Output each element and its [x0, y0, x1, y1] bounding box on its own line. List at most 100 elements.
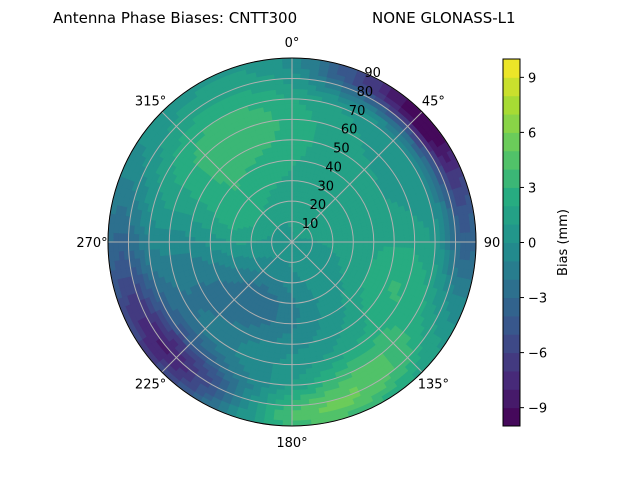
contour-cell	[455, 232, 461, 243]
contour-cell	[283, 93, 293, 100]
contour-cell	[424, 234, 431, 243]
contour-cell	[108, 232, 114, 243]
contour-cell	[439, 225, 446, 235]
contour-cell	[295, 323, 302, 330]
contour-cell	[291, 154, 297, 161]
contour-cell	[179, 247, 186, 255]
contour-cell	[277, 373, 286, 381]
contour-cell	[286, 338, 293, 345]
contour-cell	[169, 235, 175, 243]
contour-cell	[283, 384, 293, 391]
contour-cell	[169, 241, 175, 249]
contour-cell	[291, 415, 302, 422]
contour-cell	[465, 232, 472, 243]
contour-cell	[281, 333, 288, 340]
contour-cell	[133, 249, 140, 259]
contour-cell	[133, 225, 140, 235]
colorbar-level	[503, 242, 520, 262]
contour-cell	[283, 394, 293, 401]
contour-cell	[282, 58, 293, 64]
contour-cell	[465, 241, 472, 252]
contour-cell	[174, 235, 181, 243]
colorbar-level	[503, 352, 520, 372]
contour-cell	[281, 144, 288, 151]
contour-cell	[291, 420, 302, 426]
radial-tick-label: 10	[302, 217, 319, 232]
contour-cell	[194, 241, 201, 248]
contour-cell	[284, 369, 293, 376]
contour-cell	[455, 241, 461, 252]
contour-cell	[279, 348, 287, 355]
contour-cell	[299, 83, 309, 90]
colorbar: −9 −6 −3 0 3 6 9	[502, 58, 547, 427]
contour-cell	[123, 232, 129, 243]
contour-cell	[209, 237, 216, 243]
contour-cell	[282, 420, 293, 426]
contour-cell	[282, 154, 289, 161]
contour-cell	[295, 307, 300, 314]
contour-cell	[298, 373, 307, 381]
contour-cell	[285, 119, 293, 125]
angular-tick-label: 0°	[285, 36, 300, 51]
colorbar-tick-label: −3	[528, 292, 547, 307]
contour-cell	[210, 245, 217, 251]
radial-tick-label: 70	[349, 104, 366, 119]
contour-cell	[225, 244, 232, 250]
contour-cell	[378, 232, 385, 238]
contour-cell	[200, 250, 207, 257]
contour-cell	[285, 129, 293, 136]
radial-tick-label: 40	[325, 160, 342, 175]
contour-cell	[367, 233, 374, 239]
contour-cell	[276, 145, 283, 152]
contour-cell	[414, 234, 421, 243]
contour-cell	[297, 129, 305, 136]
contour-cell	[283, 83, 293, 90]
contour-cell	[283, 160, 289, 167]
contour-cell	[209, 241, 216, 247]
contour-cell	[449, 233, 456, 243]
contour-cell	[282, 410, 293, 417]
contour-cell	[199, 241, 206, 248]
contour-cell	[153, 234, 160, 243]
contour-cell	[299, 88, 309, 95]
contour-cell	[439, 233, 446, 243]
contour-cell	[279, 353, 287, 360]
contour-cell	[419, 234, 426, 243]
contour-cell	[291, 93, 301, 100]
colorbar-level	[503, 334, 520, 354]
contour-cell	[291, 328, 298, 335]
contour-cell	[275, 83, 285, 90]
contour-cell	[291, 83, 301, 90]
contour-cell	[291, 394, 301, 401]
contour-cell	[300, 327, 307, 334]
contour-cell	[296, 328, 302, 335]
contour-cell	[287, 170, 293, 176]
colorbar-level	[503, 407, 520, 427]
contour-cell	[291, 78, 301, 85]
contour-cell	[153, 227, 161, 236]
contour-cell	[158, 241, 165, 250]
contour-cell	[287, 159, 293, 166]
contour-cell	[423, 248, 431, 257]
contour-cell	[153, 248, 161, 257]
contour-cell	[291, 149, 298, 156]
contour-cell	[444, 241, 451, 251]
contour-cell	[383, 241, 390, 248]
contour-cell	[279, 124, 287, 131]
contour-cell	[283, 88, 293, 95]
contour-cell	[138, 249, 145, 259]
contour-cell	[291, 389, 301, 396]
contour-cell	[189, 241, 196, 248]
contour-cell	[153, 241, 160, 250]
contour-cell	[283, 165, 289, 172]
colorbar-level	[503, 260, 520, 280]
contour-cell	[429, 234, 436, 243]
contour-cell	[291, 410, 302, 417]
contour-cell	[439, 241, 446, 251]
colorbar-tick-label: 6	[528, 126, 536, 141]
contour-cell	[277, 103, 286, 111]
contour-cell	[291, 88, 301, 95]
contour-cell	[215, 245, 222, 251]
contour-cell	[368, 237, 375, 243]
contour-cell	[285, 353, 293, 360]
